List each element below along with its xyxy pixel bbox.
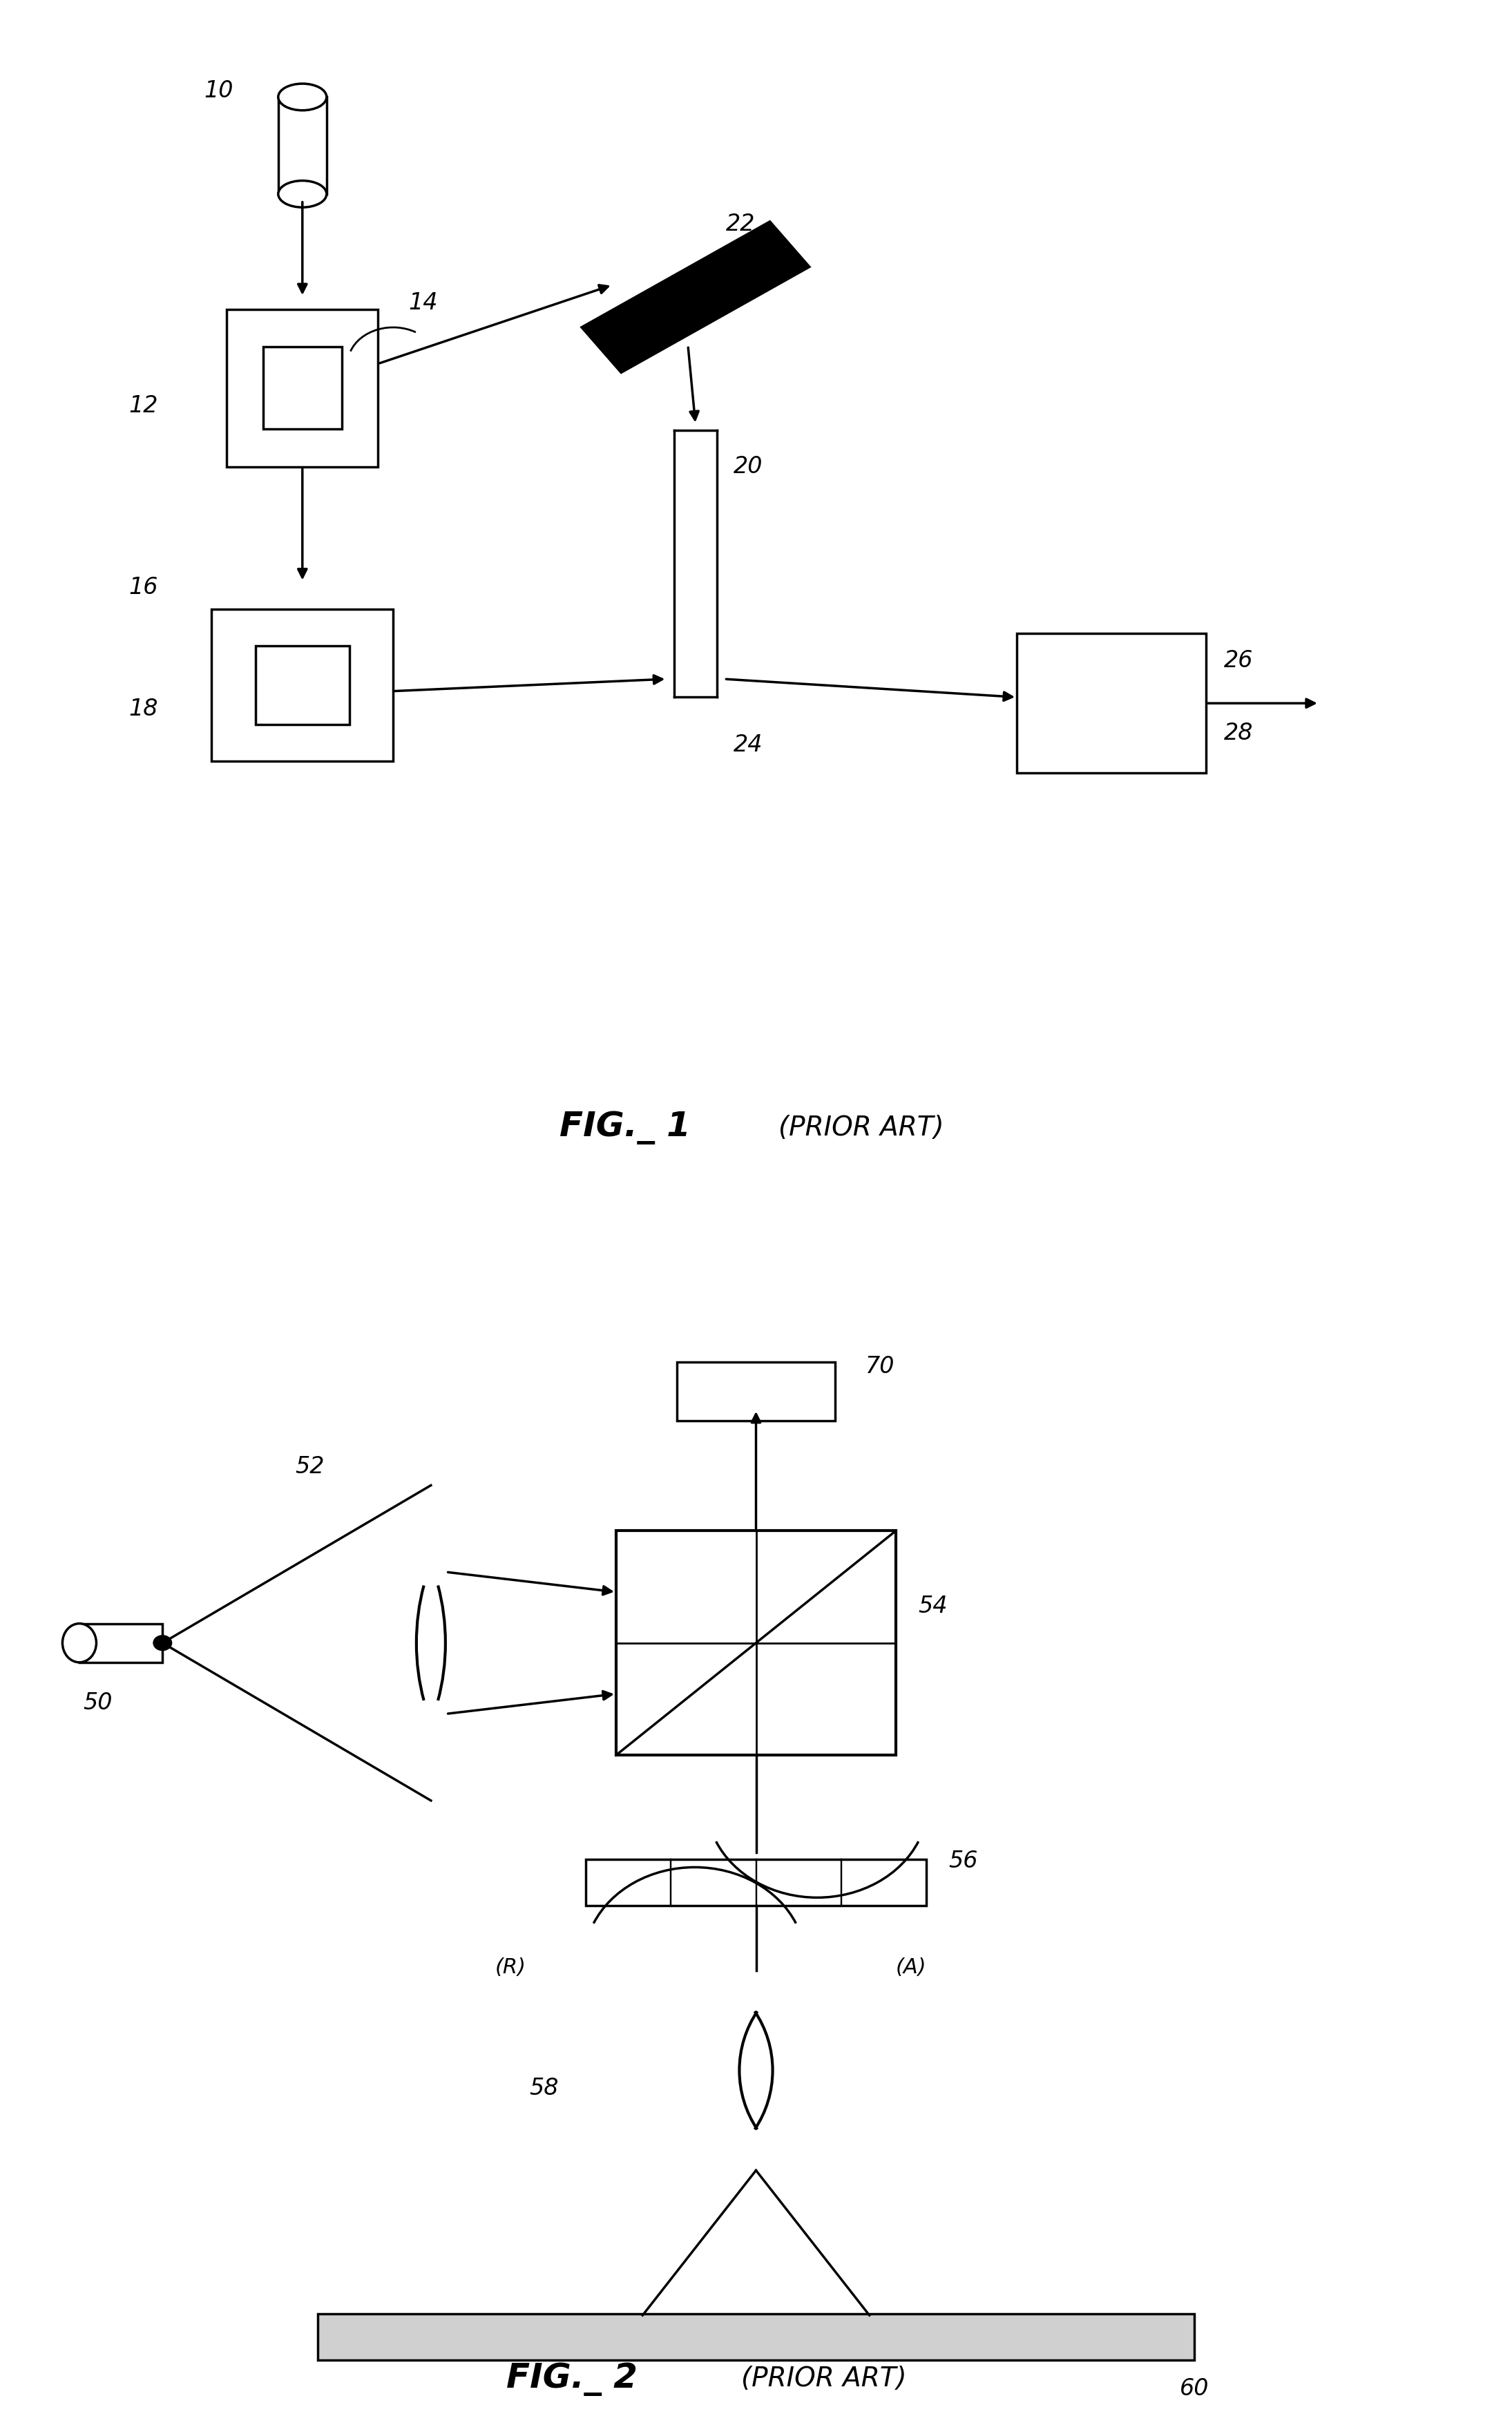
Text: (R): (R) <box>496 1957 526 1976</box>
Text: 22: 22 <box>726 213 754 235</box>
Text: 52: 52 <box>295 1455 324 1477</box>
Ellipse shape <box>278 82 327 109</box>
Polygon shape <box>582 221 809 373</box>
Text: 56: 56 <box>950 1850 978 1872</box>
Bar <box>212 609 393 761</box>
Text: 26: 26 <box>1225 650 1253 672</box>
Bar <box>227 310 378 466</box>
Text: 28: 28 <box>1225 723 1253 744</box>
Bar <box>263 347 342 429</box>
Ellipse shape <box>62 1622 97 1664</box>
Bar <box>587 1860 927 1906</box>
Text: 58: 58 <box>529 2076 558 2100</box>
Text: 14: 14 <box>408 291 437 313</box>
Text: FIG._ 1: FIG._ 1 <box>559 1111 691 1145</box>
Text: 70: 70 <box>865 1356 895 1377</box>
Text: 12: 12 <box>129 395 157 417</box>
Text: FIG._ 2: FIG._ 2 <box>507 2362 638 2396</box>
Text: 50: 50 <box>83 1693 112 1714</box>
Bar <box>318 2313 1194 2360</box>
Text: 54: 54 <box>919 1596 948 1617</box>
Bar <box>256 645 349 725</box>
Bar <box>1016 633 1207 774</box>
Text: 16: 16 <box>129 577 157 599</box>
Text: (A): (A) <box>895 1957 927 1976</box>
Text: 18: 18 <box>129 698 157 720</box>
Bar <box>278 97 327 194</box>
Ellipse shape <box>278 182 327 209</box>
Text: 10: 10 <box>204 80 233 102</box>
Text: 24: 24 <box>733 735 762 757</box>
Text: (PRIOR ART): (PRIOR ART) <box>741 2367 906 2391</box>
Bar <box>617 1530 895 1756</box>
Bar <box>80 1625 163 1664</box>
Text: 60: 60 <box>1179 2376 1208 2401</box>
Ellipse shape <box>154 1637 171 1649</box>
Bar <box>677 1363 835 1421</box>
Text: 20: 20 <box>733 456 762 478</box>
Text: (PRIOR ART): (PRIOR ART) <box>779 1116 943 1140</box>
